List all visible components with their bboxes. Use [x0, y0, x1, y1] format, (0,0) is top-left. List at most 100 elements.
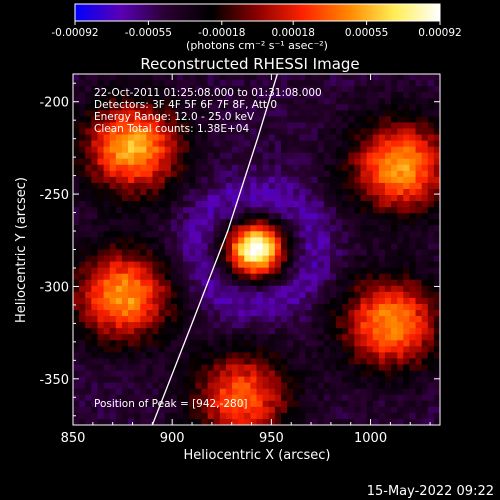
heatmap-cell — [170, 158, 178, 166]
heatmap-cell — [427, 201, 435, 208]
heatmap-cell — [384, 394, 392, 402]
heatmap-cell — [85, 207, 92, 214]
heatmap-cell — [293, 364, 300, 372]
heatmap-cell — [115, 110, 123, 117]
heatmap-cell — [219, 382, 227, 390]
heatmap-cell — [146, 219, 154, 226]
heatmap-cell — [128, 261, 135, 269]
heatmap-cell — [109, 140, 117, 148]
heatmap-cell — [250, 310, 258, 317]
heatmap-cell — [103, 346, 111, 353]
heatmap-cell — [201, 382, 209, 390]
heatmap-cell — [207, 291, 215, 299]
heatmap-cell — [79, 176, 86, 184]
heatmap-cell — [348, 418, 355, 425]
heatmap-cell — [323, 128, 331, 136]
heatmap-cell — [109, 255, 117, 263]
heatmap-cell — [183, 291, 190, 299]
heatmap-cell — [189, 255, 196, 263]
heatmap-cell — [354, 267, 362, 275]
heatmap-cell — [79, 376, 86, 384]
heatmap-cell — [342, 110, 349, 117]
heatmap-cell — [232, 134, 239, 142]
heatmap-cell — [311, 207, 319, 214]
heatmap-cell — [360, 334, 368, 341]
heatmap-cell — [391, 291, 398, 299]
heatmap-cell — [433, 376, 440, 384]
heatmap-cell — [73, 213, 80, 220]
colorbar-ticks: -0.00092 -0.00055 -0.00018 0.00018 0.00055 0.… — [51, 21, 462, 39]
heatmap-cell — [391, 188, 398, 196]
heatmap-cell — [336, 376, 343, 384]
heatmap-cell — [323, 86, 331, 93]
heatmap-cell — [262, 297, 270, 305]
heatmap-cell — [280, 358, 288, 366]
heatmap-cell — [158, 358, 166, 366]
heatmap-cell — [121, 80, 129, 87]
heatmap-cell — [170, 394, 178, 402]
heatmap-cell — [299, 122, 307, 130]
heatmap-cell — [378, 176, 386, 184]
heatmap-cell — [115, 249, 123, 257]
heatmap-cell — [299, 176, 307, 184]
heatmap-cell — [305, 285, 313, 293]
heatmap-cell — [250, 219, 258, 226]
heatmap-cell — [427, 170, 435, 178]
heatmap-cell — [213, 249, 221, 257]
heatmap-cell — [433, 176, 440, 184]
heatmap-cell — [207, 352, 215, 360]
heatmap-cell — [170, 213, 178, 220]
heatmap-cell — [146, 104, 154, 111]
heatmap-cell — [201, 310, 209, 317]
heatmap-cell — [238, 146, 245, 154]
heatmap-cell — [293, 182, 300, 190]
heatmap-cell — [293, 176, 300, 184]
heatmap-cell — [329, 346, 337, 353]
heatmap-cell — [317, 279, 325, 287]
heatmap-cell — [287, 237, 294, 245]
heatmap-cell — [213, 322, 221, 329]
heatmap-cell — [140, 376, 147, 384]
heatmap-cell — [189, 116, 196, 124]
heatmap-cell — [152, 400, 160, 408]
heatmap-cell — [244, 128, 251, 136]
heatmap-cell — [79, 364, 86, 372]
heatmap-cell — [73, 152, 80, 160]
heatmap-cell — [372, 370, 380, 378]
heatmap-cell — [280, 370, 288, 378]
heatmap-cell — [274, 128, 282, 136]
heatmap-cell — [128, 394, 135, 402]
heatmap-cell — [336, 310, 343, 317]
heatmap-cell — [409, 92, 417, 99]
heatmap-cell — [354, 273, 362, 281]
heatmap-cell — [158, 243, 166, 251]
heatmap-cell — [305, 98, 313, 105]
heatmap-cell — [164, 352, 172, 360]
heatmap-cell — [427, 400, 435, 408]
heatmap-cell — [85, 213, 92, 220]
heatmap-cell — [109, 201, 117, 208]
heatmap-cell — [256, 267, 264, 275]
heatmap-cell — [433, 418, 440, 425]
heatmap-cell — [170, 310, 178, 317]
heatmap-cell — [397, 158, 404, 166]
heatmap-cell — [225, 352, 233, 360]
heatmap-cell — [189, 140, 196, 148]
heatmap-cell — [73, 110, 80, 117]
heatmap-cell — [189, 86, 196, 93]
heatmap-cell — [146, 303, 154, 311]
heatmap-cell — [91, 273, 99, 281]
heatmap-cell — [268, 340, 276, 347]
heatmap-cell — [207, 140, 215, 148]
heatmap-cell — [183, 316, 190, 323]
heatmap-cell — [280, 346, 288, 353]
heatmap-cell — [268, 134, 276, 142]
heatmap-cell — [305, 104, 313, 111]
heatmap-cell — [134, 158, 141, 166]
heatmap-cell — [85, 291, 92, 299]
heatmap-cell — [73, 104, 80, 111]
heatmap-cell — [97, 279, 105, 287]
heatmap-cell — [378, 116, 386, 124]
heatmap-cell — [323, 122, 331, 130]
heatmap-cell — [97, 388, 105, 396]
